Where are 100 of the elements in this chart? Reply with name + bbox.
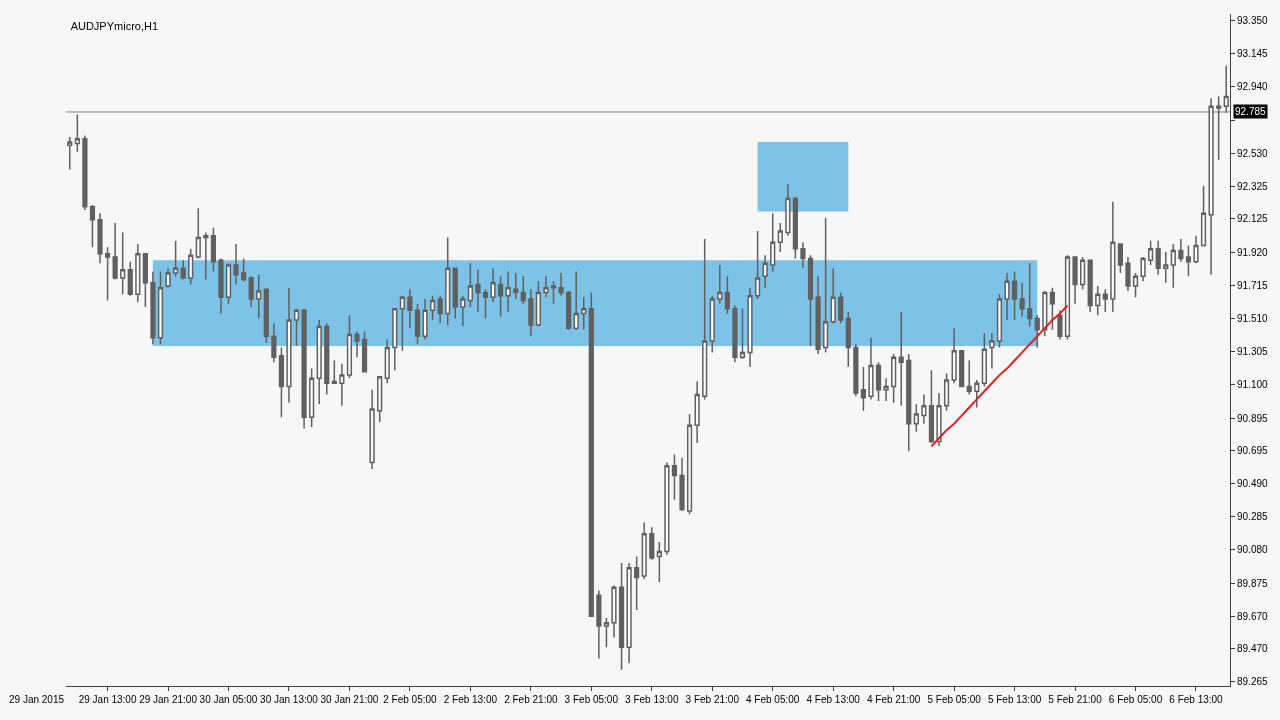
candlestick (951, 327, 957, 384)
x-tick-label: 6 Feb 13:00 (1169, 694, 1224, 705)
candlestick (293, 307, 300, 347)
candlestick (860, 366, 867, 412)
candlestick (1102, 288, 1108, 313)
candlestick (928, 369, 935, 444)
candlestick (634, 555, 640, 611)
candlestick (498, 275, 504, 318)
candlestick (1216, 95, 1222, 161)
x-tick-label: 5 Feb 13:00 (987, 694, 1042, 705)
candlestick (165, 267, 171, 289)
candlestick (505, 270, 511, 313)
x-tick-label: 4 Feb 21:00 (866, 694, 921, 705)
candlestick (686, 413, 693, 516)
candlestick (717, 264, 723, 305)
candlestick (785, 183, 791, 237)
candlestick (467, 262, 473, 308)
candlestick (618, 562, 625, 671)
candlestick (513, 272, 519, 300)
candlestick (823, 217, 829, 354)
candlestick (573, 270, 579, 331)
candlestick (1019, 282, 1025, 318)
candlestick (331, 359, 337, 384)
candlestick (996, 293, 1003, 349)
candlestick (309, 367, 315, 428)
candlestick (256, 273, 262, 320)
candlestick (377, 375, 383, 423)
x-tick-label: 5 Feb 21:00 (1048, 694, 1103, 705)
candlestick (475, 269, 481, 313)
x-tick-label: 3 Feb 05:00 (564, 694, 619, 705)
candlestick (263, 288, 269, 344)
candlestick (1117, 243, 1123, 274)
x-tick-label: 5 Feb 05:00 (927, 694, 982, 705)
candlestick (233, 243, 239, 286)
candlestick (1095, 285, 1101, 316)
candlestick (89, 204, 96, 248)
candlestick (490, 267, 496, 303)
candlestick (1163, 251, 1169, 284)
line-series (930, 304, 1069, 448)
candlestick (596, 589, 602, 660)
candlestick (898, 311, 904, 407)
candlestick (354, 330, 360, 359)
y-tick-label: 92.940 (1237, 81, 1269, 93)
x-tick-label: 29 Jan 13:00 (78, 694, 137, 705)
candlestick (1004, 272, 1010, 321)
candlestick (422, 298, 428, 341)
candlestick (709, 295, 715, 354)
candlestick (361, 330, 368, 373)
candlestick (891, 353, 897, 404)
candlestick (150, 270, 156, 346)
candlestick (528, 288, 534, 337)
x-tick-label: 30 Jan 05:00 (199, 694, 258, 705)
candlestick (868, 337, 874, 401)
candlestick (157, 270, 164, 346)
x-tick-label: 6 Feb 05:00 (1108, 694, 1163, 705)
candlestick (1110, 201, 1116, 313)
candlestick (603, 617, 610, 648)
candlestick (1057, 309, 1063, 341)
candlestick (482, 288, 489, 320)
candlestick (921, 393, 927, 425)
candlestick (104, 246, 111, 302)
candlestick (173, 239, 179, 278)
candlestick (641, 521, 647, 580)
candlestick (286, 286, 292, 404)
x-tick-label: 3 Feb 21:00 (685, 694, 740, 705)
candlestick (807, 254, 814, 347)
candlestick (82, 134, 88, 211)
y-tick-label: 93.145 (1237, 48, 1269, 60)
candlestick (1064, 254, 1071, 341)
candlestick (414, 303, 421, 346)
x-tick-label: 4 Feb 13:00 (806, 694, 861, 705)
candlestick (1125, 256, 1131, 292)
candlestick (429, 295, 436, 321)
candlestick (1034, 314, 1040, 349)
candlestick (225, 262, 232, 305)
y-tick-label: 90.895 (1237, 412, 1269, 424)
candlestick (966, 359, 972, 396)
candlestick (384, 338, 390, 384)
y-tick-label: 89.470 (1237, 643, 1269, 655)
y-tick-label: 90.490 (1237, 478, 1269, 490)
candlestick (959, 350, 965, 388)
candlestick (853, 343, 859, 397)
candlestick (445, 236, 451, 326)
candlestick (913, 403, 919, 433)
candlestick (74, 113, 80, 153)
candlestick (906, 353, 912, 452)
candlestick (339, 363, 345, 407)
candlestick (452, 267, 458, 320)
y-tick-label: 92.530 (1237, 147, 1269, 159)
candlestick (324, 322, 330, 396)
candlestick (210, 226, 216, 273)
candlestick (188, 248, 194, 286)
candlestick (67, 136, 73, 171)
candlestick (755, 230, 761, 300)
y-tick-label: 93.350 (1237, 14, 1269, 26)
candlestick (278, 346, 285, 418)
candlestick (981, 332, 987, 388)
candlestick (392, 307, 398, 371)
candlestick (588, 291, 594, 618)
candlestick (535, 280, 541, 328)
